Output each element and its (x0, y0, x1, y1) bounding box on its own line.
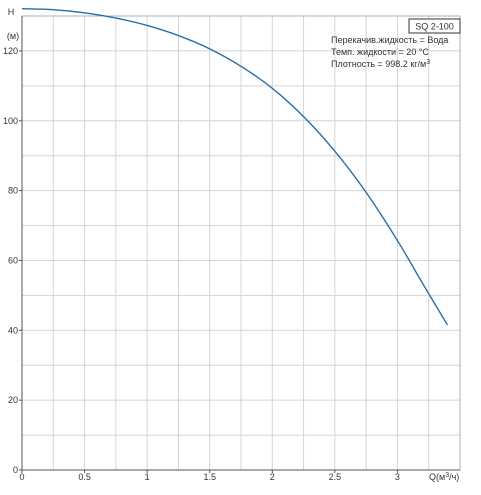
annotation-liquid: Перекачив.жидкость = Вода (331, 35, 448, 45)
model-label: SQ 2-100 (415, 22, 454, 32)
x-tick-label: 1 (145, 472, 150, 482)
annotation-density-sup: 3 (426, 59, 430, 66)
x-tick-label: 0 (19, 472, 24, 482)
y-tick-label: 0 (13, 465, 18, 475)
axes-layer (21, 16, 460, 471)
pump-curve-line (21, 7, 449, 326)
annotation-temperature: Темп. жидкости = 20 °C (331, 47, 429, 57)
x-tick-labels: 0 0.5 1 1.5 2 2.5 3 (19, 470, 400, 482)
x-tick-label: 2.5 (329, 472, 342, 482)
x-tick-label: 2 (270, 472, 275, 482)
x-axis-label: Q(м3/ч) (429, 472, 459, 482)
annotation-density-text: Плотность = 998.2 кг/м (331, 59, 426, 69)
y-axis-label-unit: (м) (7, 31, 19, 41)
y-tick-label: 100 (3, 116, 18, 126)
y-tick-label: 20 (8, 395, 18, 405)
y-axis-label-h: H (8, 7, 15, 17)
y-tick-label: 120 (3, 46, 18, 56)
x-axis-label-tail: /ч) (449, 472, 459, 482)
y-tick-labels: 0 20 40 60 80 100 120 (3, 46, 22, 475)
annotation-density: Плотность = 998.2 кг/м3 (331, 59, 430, 69)
x-tick-label: 1.5 (203, 472, 216, 482)
series-layer (21, 7, 449, 326)
y-tick-label: 60 (8, 255, 18, 265)
x-tick-label: 3 (395, 472, 400, 482)
x-axis-label-sup: 3 (445, 472, 449, 479)
x-axis-label-q: Q(м (429, 472, 445, 482)
y-tick-label: 40 (8, 325, 18, 335)
model-label-box (408, 18, 461, 34)
x-tick-label: 0.5 (78, 472, 91, 482)
y-tick-label: 80 (8, 186, 18, 196)
grid-layer (22, 16, 460, 470)
